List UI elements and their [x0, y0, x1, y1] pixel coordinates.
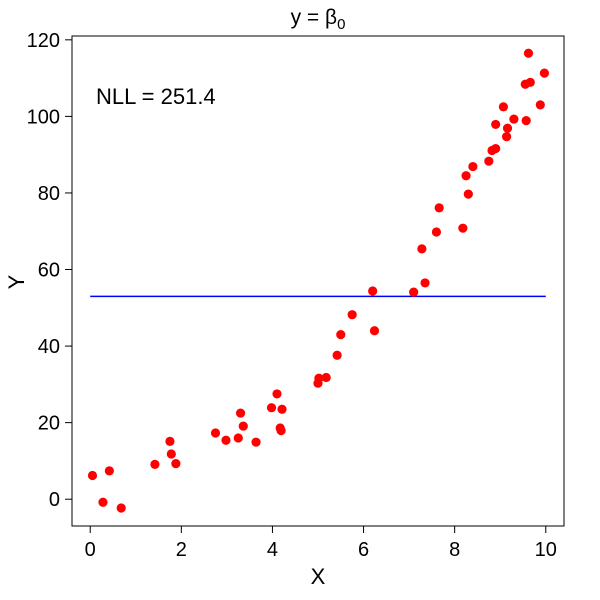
data-point [509, 114, 519, 124]
data-point [368, 286, 378, 296]
data-point [463, 189, 473, 199]
data-point [235, 408, 246, 418]
plot-frame [71, 35, 565, 527]
data-point [369, 326, 380, 336]
data-point [238, 421, 248, 431]
data-point [417, 244, 427, 254]
x-axis-ticks: 0 2 4 6 8 10 [85, 526, 557, 561]
y-axis-ticks: 0 20 40 60 80 100 120 [27, 30, 72, 511]
data-point [434, 203, 444, 213]
x-tick-label: 2 [176, 539, 187, 561]
y-tick-label: 0 [49, 489, 60, 511]
data-point [276, 426, 286, 436]
x-tick-label: 8 [449, 539, 460, 561]
y-tick-label: 60 [38, 260, 60, 282]
data-point [502, 123, 513, 133]
data-point [468, 161, 478, 172]
data-point [535, 100, 545, 110]
data-point [332, 350, 342, 360]
data-point [233, 433, 243, 443]
x-tick-label: 4 [267, 539, 278, 561]
chart-title-subscript: 0 [337, 16, 345, 33]
data-point [491, 119, 501, 130]
data-point [525, 77, 535, 87]
data-point [116, 503, 126, 513]
data-point [87, 470, 98, 481]
data-point [321, 372, 331, 383]
x-tick-label: 6 [358, 539, 369, 561]
x-tick-label: 0 [85, 539, 96, 561]
data-point [431, 227, 442, 237]
data-point [266, 403, 277, 413]
data-point [498, 102, 509, 112]
data-point [491, 143, 501, 154]
y-tick-label: 80 [38, 183, 60, 205]
x-axis-label: X [311, 564, 326, 589]
data-point [523, 48, 534, 58]
data-point [272, 389, 282, 399]
y-axis-label: Y [4, 274, 29, 289]
data-point [171, 459, 181, 469]
nll-annotation: NLL = 251.4 [96, 84, 216, 109]
data-point [98, 497, 108, 507]
data-point [347, 310, 357, 320]
data-point [461, 171, 471, 181]
y-tick-label: 20 [38, 413, 60, 435]
data-point [210, 428, 221, 438]
data-point [539, 68, 550, 78]
data-point [521, 116, 531, 126]
data-point [458, 223, 468, 233]
data-point [221, 435, 231, 445]
y-tick-label: 40 [38, 336, 60, 358]
data-point [502, 132, 512, 142]
data-point [166, 449, 176, 459]
data-point [420, 278, 430, 288]
data-points [87, 48, 550, 513]
data-point [251, 437, 261, 447]
data-point [277, 404, 287, 414]
chart-title-main: y = β [291, 6, 338, 29]
data-point [165, 436, 175, 446]
data-point [336, 329, 346, 340]
chart-title: y = β0 [291, 6, 346, 33]
data-point [409, 287, 419, 297]
y-tick-label: 120 [27, 30, 60, 52]
y-tick-label: 100 [27, 106, 60, 128]
data-point [484, 156, 494, 166]
data-point [314, 373, 324, 383]
data-point [104, 466, 114, 476]
x-tick-label: 10 [535, 539, 557, 561]
data-point [150, 459, 160, 469]
